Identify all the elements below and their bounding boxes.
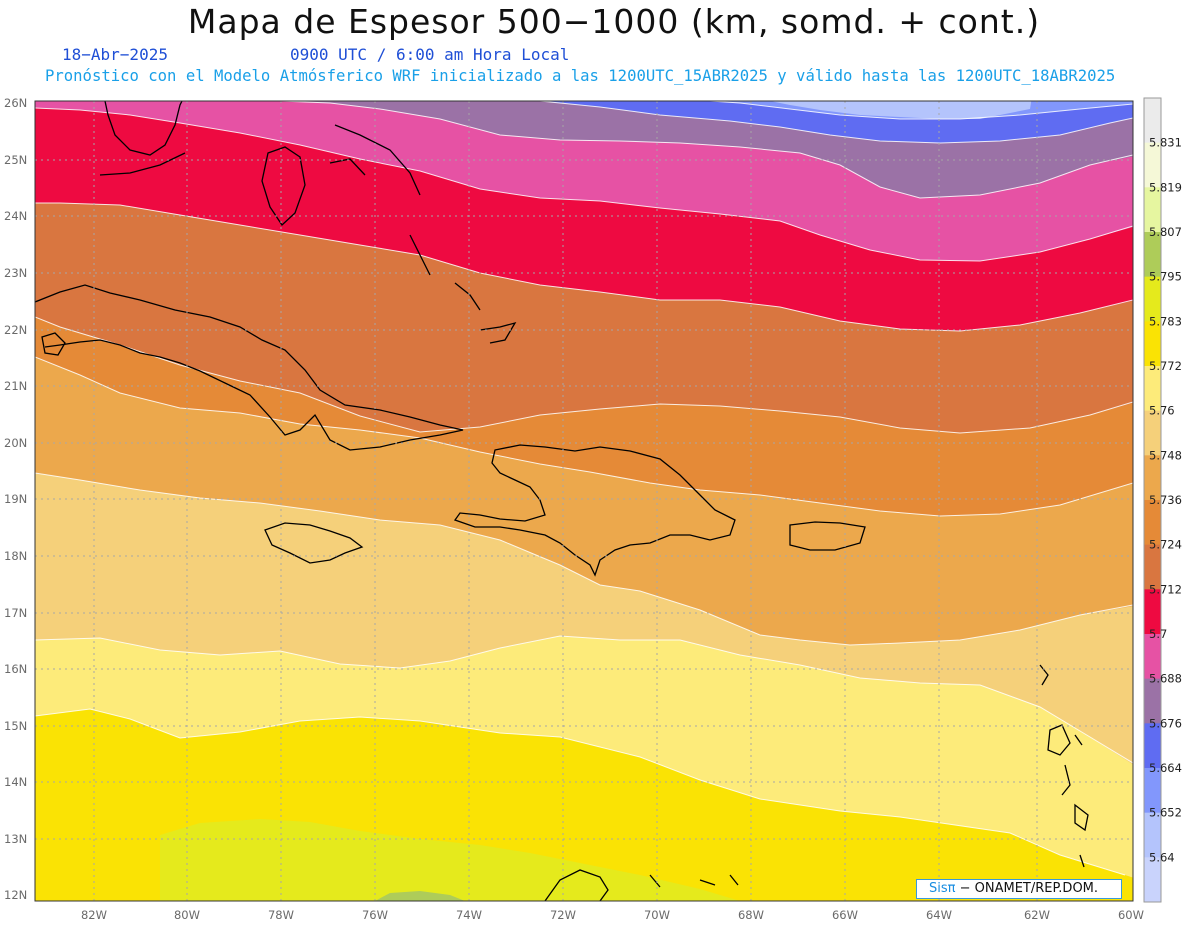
colorbar-swatch: [1144, 723, 1161, 769]
lon-label: 68W: [738, 908, 764, 922]
model-description: Pronóstico con el Modelo Atmósferico WRF…: [45, 67, 1116, 85]
colorbar-swatch: [1144, 366, 1161, 412]
forecast-time: 0900 UTC / 6:00 am Hora Local: [290, 45, 570, 64]
plot-frame: [34, 100, 1134, 902]
lon-label: 66W: [832, 908, 858, 922]
colorbar-label: 5.736: [1149, 493, 1182, 507]
colorbar-label: 5.7: [1149, 627, 1167, 641]
lat-label: 24N: [4, 209, 27, 223]
colorbar-swatch: [1144, 98, 1161, 144]
lat-label: 22N: [4, 323, 27, 337]
lat-label: 13N: [4, 832, 27, 846]
colorbar-label: 5.64: [1149, 850, 1175, 864]
colorbar-swatch: [1144, 857, 1161, 903]
colorbar-label: 5.724: [1149, 538, 1182, 552]
colorbar-frame: [1143, 97, 1162, 903]
lon-label: 74W: [456, 908, 482, 922]
south-america-coast: [544, 869, 739, 901]
colorbar-label: 5.831: [1149, 136, 1182, 150]
lat-label: 15N: [4, 719, 27, 733]
colorbar-swatch: [1144, 768, 1161, 814]
florida-keys: [99, 152, 186, 176]
colorbar-swatch: [1144, 500, 1161, 546]
lon-label: 64W: [926, 908, 952, 922]
lat-label: 26N: [4, 96, 27, 110]
florida-coast: [104, 101, 183, 156]
colorbar-swatch: [1144, 589, 1161, 635]
lon-label: 70W: [644, 908, 670, 922]
grid-lines: [35, 101, 1133, 901]
sispi-logo: Sisπ: [929, 881, 956, 896]
lon-label: 76W: [362, 908, 388, 922]
latitude-axis: 26N 25N 24N 23N 22N 21N 20N 19N 18N 17N …: [4, 96, 27, 902]
colorbar-swatch: [1144, 410, 1161, 456]
credit-box: Sisπ − ONAMET/REP.DOM.: [916, 879, 1122, 899]
colorbar-label: 5.783: [1149, 314, 1182, 328]
colorbar-swatch: [1144, 232, 1161, 278]
lon-label: 78W: [268, 908, 294, 922]
colorbar-label: 5.712: [1149, 582, 1182, 596]
jamaica-coast: [264, 522, 364, 564]
colorbar-swatch: [1144, 812, 1161, 858]
lon-label: 82W: [81, 908, 107, 922]
coastlines: [35, 101, 1089, 901]
thickness-map: 26N 25N 24N 23N 22N 21N 20N 19N 18N 17N …: [4, 96, 1182, 922]
credit-text: − ONAMET/REP.DOM.: [959, 881, 1099, 896]
colorbar-label: 5.772: [1149, 359, 1182, 373]
colorbar-swatch: [1144, 544, 1161, 590]
cuba-coast: [35, 284, 464, 451]
colorbar-label: 5.807: [1149, 225, 1182, 239]
lat-label: 25N: [4, 153, 27, 167]
isla-juventud-coast: [41, 332, 66, 356]
colorbar-swatch: [1144, 142, 1161, 188]
colorbar-labels: 5.831 5.819 5.807 5.795 5.783 5.772 5.76 5.748 5…: [1149, 136, 1182, 865]
lat-label: 12N: [4, 888, 27, 902]
colorbar-label: 5.688: [1149, 672, 1182, 686]
puerto-rico-coast: [789, 521, 866, 551]
lat-label: 17N: [4, 606, 27, 620]
colorbar-label: 5.819: [1149, 180, 1182, 194]
colorbar-label: 5.664: [1149, 761, 1182, 775]
contour-lines: [35, 101, 1133, 876]
lon-label: 60W: [1118, 908, 1144, 922]
lat-label: 14N: [4, 775, 27, 789]
band-5-795: [375, 891, 465, 901]
colorbar: [1143, 97, 1162, 903]
colorbar-label: 5.795: [1149, 270, 1182, 284]
map-title: Mapa de Espesor 500−1000 (km, somd. + co…: [187, 2, 1041, 41]
andros-coast: [261, 146, 306, 226]
colorbar-swatch: [1144, 276, 1161, 322]
colorbar-label: 5.748: [1149, 448, 1182, 462]
lat-label: 20N: [4, 436, 27, 450]
colorbar-swatch: [1144, 455, 1161, 501]
colorbar-label: 5.676: [1149, 716, 1182, 730]
lat-label: 19N: [4, 492, 27, 506]
lon-label: 80W: [174, 908, 200, 922]
colorbar-swatch: [1144, 634, 1161, 680]
lesser-antilles: [1039, 664, 1089, 868]
lat-label: 23N: [4, 266, 27, 280]
lat-label: 18N: [4, 549, 27, 563]
longitude-axis: 82W 80W 78W 76W 74W 72W 70W 68W 66W 64W …: [81, 908, 1144, 922]
lon-label: 72W: [550, 908, 576, 922]
colorbar-swatch: [1144, 678, 1161, 724]
colorbar-swatch: [1144, 187, 1161, 233]
bahamas-coast: [329, 124, 517, 344]
lon-label: 62W: [1024, 908, 1050, 922]
band-5-64: [770, 101, 1032, 119]
lat-label: 21N: [4, 379, 27, 393]
colorbar-label: 5.652: [1149, 806, 1182, 820]
hispaniola-coast: [453, 444, 736, 577]
forecast-date: 18−Abr−2025: [62, 45, 168, 64]
colorbar-swatch: [1144, 321, 1161, 367]
lat-label: 16N: [4, 662, 27, 676]
colorbar-label: 5.76: [1149, 404, 1175, 418]
